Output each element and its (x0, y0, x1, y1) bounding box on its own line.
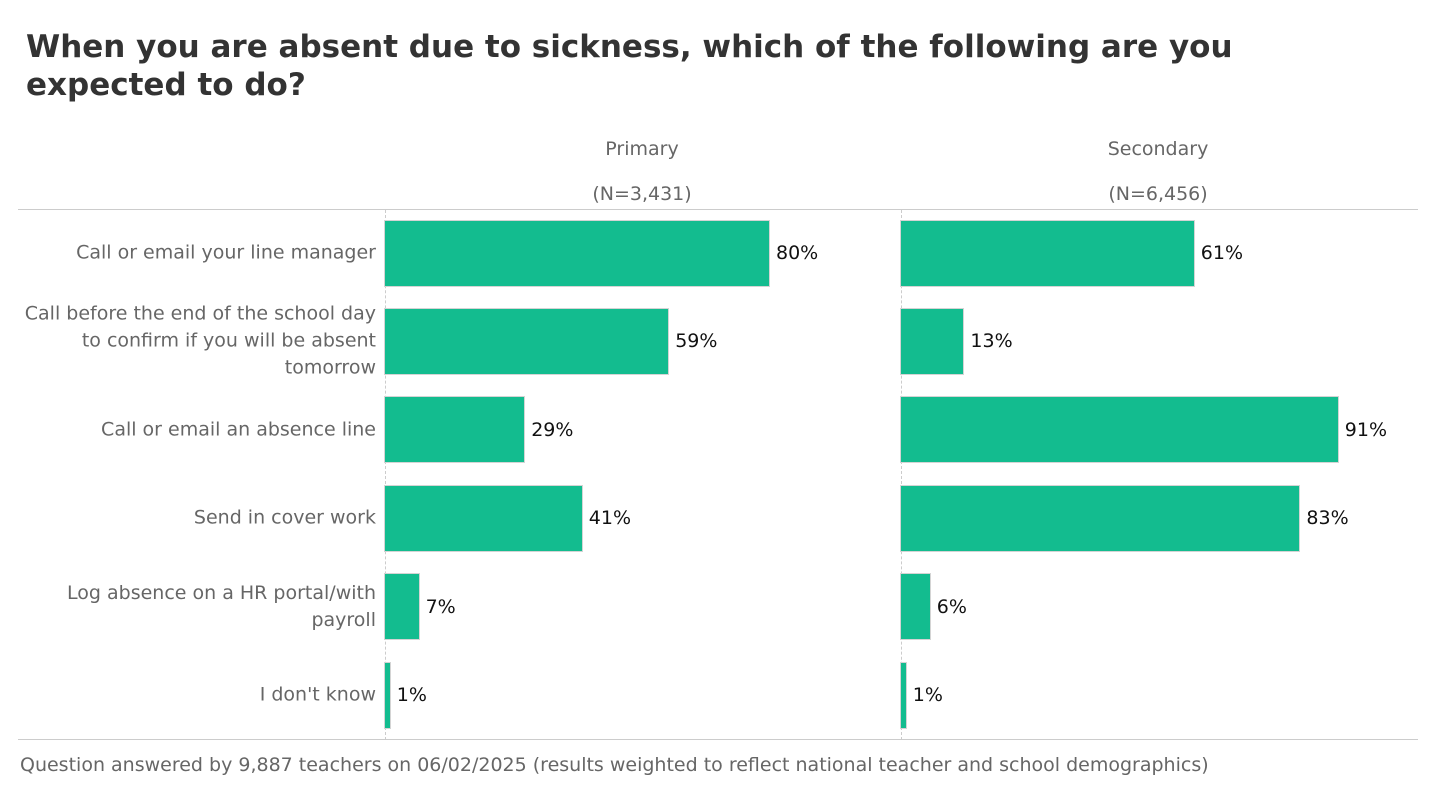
data-label: 41% (588, 507, 632, 530)
bar (899, 307, 965, 375)
category-label: Log absence on a HR portal/with payroll (67, 581, 376, 631)
bottom-divider (18, 739, 1418, 740)
category-label: Call or email your line manager (76, 241, 376, 264)
data-label: 80% (776, 242, 819, 264)
data-label: 83% (1306, 507, 1349, 530)
bar (900, 396, 1339, 464)
panel-axis-line (385, 210, 386, 740)
bar (383, 396, 526, 464)
bar (899, 484, 1301, 552)
data-label: 1% (396, 684, 427, 706)
category-label: Send in cover work (193, 506, 376, 529)
category-label: Call before the end of the school day to… (24, 302, 376, 379)
data-label: 29% (531, 418, 574, 441)
bar (384, 661, 391, 729)
bar (900, 661, 907, 729)
data-label: 61% (1200, 242, 1244, 264)
bar (384, 219, 770, 287)
category-label: Call or email an absence line (101, 418, 376, 441)
bar (900, 219, 1195, 287)
footer-note: Question answered by 9,887 teachers on 0… (20, 754, 1209, 776)
chart-title: When you are absent due to sickness, whi… (26, 29, 1233, 103)
bar (900, 573, 931, 641)
header-divider (18, 209, 1418, 210)
bar (384, 573, 420, 641)
panel-n: (N=3,431) (592, 183, 692, 205)
data-label: 6% (936, 595, 967, 618)
panel-title: Secondary (1107, 138, 1209, 160)
data-label: 1% (912, 684, 943, 706)
panel-axis-line (901, 210, 902, 740)
data-label: 13% (970, 330, 1013, 353)
bar (384, 484, 583, 552)
panel-n: (N=6,456) (1108, 183, 1208, 205)
data-label: 59% (675, 330, 718, 353)
category-label: I don't know (259, 683, 376, 706)
bar (383, 307, 670, 375)
data-label: 91% (1344, 418, 1388, 441)
data-label: 7% (425, 595, 456, 618)
panel-title: Primary (605, 138, 679, 160)
